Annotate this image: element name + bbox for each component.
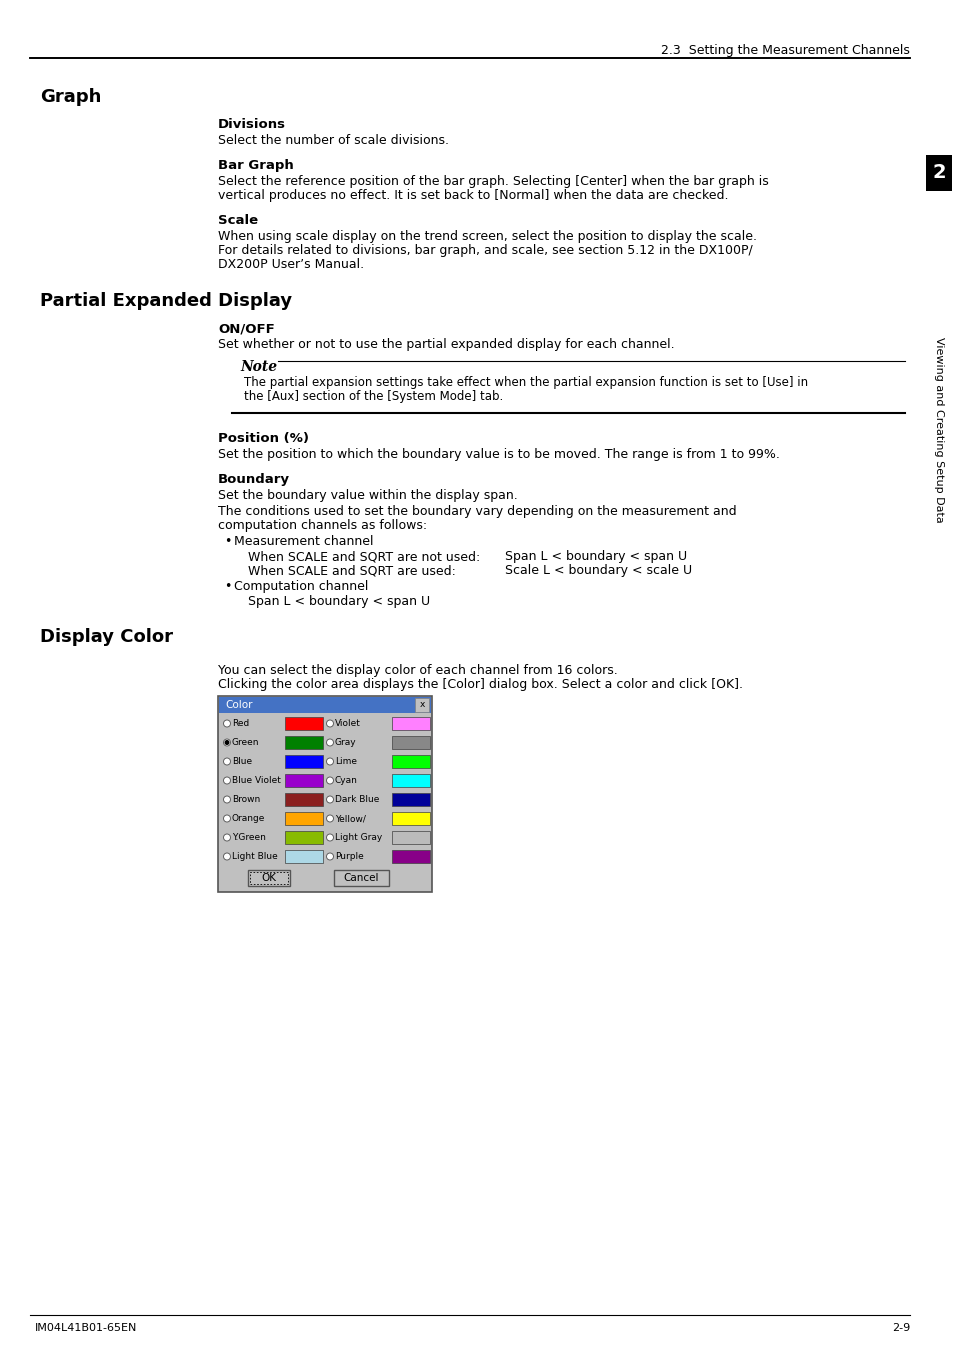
Text: Viewing and Creating Setup Data: Viewing and Creating Setup Data [933,338,943,522]
Circle shape [326,853,334,860]
FancyBboxPatch shape [285,755,323,768]
Text: Graph: Graph [40,88,101,107]
Circle shape [223,738,231,747]
FancyBboxPatch shape [285,792,323,806]
Text: Scale: Scale [218,215,258,227]
FancyBboxPatch shape [392,811,430,825]
FancyBboxPatch shape [285,774,323,787]
FancyBboxPatch shape [392,792,430,806]
Text: Bar Graph: Bar Graph [218,159,294,171]
Text: the [Aux] section of the [System Mode] tab.: the [Aux] section of the [System Mode] t… [244,390,503,404]
Text: OK: OK [261,873,276,883]
Text: 2: 2 [931,163,944,182]
Text: Clicking the color area displays the [Color] dialog box. Select a color and clic: Clicking the color area displays the [Co… [218,678,742,691]
FancyBboxPatch shape [285,832,323,844]
Text: vertical produces no effect. It is set back to [Normal] when the data are checke: vertical produces no effect. It is set b… [218,189,728,202]
Text: Light Gray: Light Gray [335,833,382,842]
FancyBboxPatch shape [392,832,430,844]
Text: Partial Expanded Display: Partial Expanded Display [40,292,292,311]
Text: Dark Blue: Dark Blue [335,795,379,805]
FancyBboxPatch shape [285,717,323,730]
Text: Set the boundary value within the display span.: Set the boundary value within the displa… [218,489,517,502]
Text: Span L < boundary < span U: Span L < boundary < span U [248,595,430,608]
Text: Red: Red [232,720,249,728]
Text: You can select the display color of each channel from 16 colors.: You can select the display color of each… [218,664,618,676]
Text: Green: Green [232,738,259,747]
Circle shape [326,778,334,784]
FancyBboxPatch shape [218,697,432,892]
Text: Cancel: Cancel [343,873,379,883]
Text: Scale L < boundary < scale U: Scale L < boundary < scale U [504,564,691,576]
Text: Note: Note [240,360,276,374]
FancyBboxPatch shape [248,869,290,886]
Text: Orange: Orange [232,814,265,824]
Text: When SCALE and SQRT are used:: When SCALE and SQRT are used: [248,564,456,576]
FancyBboxPatch shape [392,850,430,863]
Text: Y.Green: Y.Green [232,833,266,842]
FancyBboxPatch shape [219,697,431,713]
Text: 2-9: 2-9 [891,1323,909,1332]
Text: ON/OFF: ON/OFF [218,323,274,335]
Circle shape [223,720,231,728]
FancyBboxPatch shape [285,850,323,863]
Text: •: • [224,580,232,593]
Circle shape [326,815,334,822]
Text: Select the number of scale divisions.: Select the number of scale divisions. [218,134,449,147]
Circle shape [223,815,231,822]
Text: Yellow/: Yellow/ [335,814,366,824]
Text: x: x [419,701,424,709]
Text: Blue Violet: Blue Violet [232,776,280,784]
Circle shape [326,738,334,747]
Text: 2.3  Setting the Measurement Channels: 2.3 Setting the Measurement Channels [660,45,909,57]
Text: The conditions used to set the boundary vary depending on the measurement and: The conditions used to set the boundary … [218,505,736,518]
Text: When SCALE and SQRT are not used:: When SCALE and SQRT are not used: [248,549,479,563]
Text: Light Blue: Light Blue [232,852,277,861]
Text: Boundary: Boundary [218,472,290,486]
FancyBboxPatch shape [392,717,430,730]
Circle shape [326,796,334,803]
Text: Select the reference position of the bar graph. Selecting [Center] when the bar : Select the reference position of the bar… [218,176,768,188]
Circle shape [326,720,334,728]
Circle shape [225,741,229,744]
Text: Brown: Brown [232,795,260,805]
Text: Span L < boundary < span U: Span L < boundary < span U [504,549,686,563]
FancyBboxPatch shape [415,698,429,711]
Text: Violet: Violet [335,720,360,728]
Text: Purple: Purple [335,852,363,861]
Text: Position (%): Position (%) [218,432,309,446]
Text: When using scale display on the trend screen, select the position to display the: When using scale display on the trend sc… [218,230,757,243]
Text: Lime: Lime [335,757,356,765]
FancyBboxPatch shape [285,736,323,749]
Text: The partial expansion settings take effect when the partial expansion function i: The partial expansion settings take effe… [244,377,807,389]
Text: DX200P User’s Manual.: DX200P User’s Manual. [218,258,364,271]
Text: Gray: Gray [335,738,356,747]
Text: Set the position to which the boundary value is to be moved. The range is from 1: Set the position to which the boundary v… [218,448,779,460]
FancyBboxPatch shape [392,736,430,749]
FancyBboxPatch shape [285,811,323,825]
Circle shape [223,757,231,765]
Circle shape [223,853,231,860]
Circle shape [223,796,231,803]
Circle shape [326,834,334,841]
Text: Measurement channel: Measurement channel [233,535,374,548]
Text: For details related to divisions, bar graph, and scale, see section 5.12 in the : For details related to divisions, bar gr… [218,244,752,256]
Text: Divisions: Divisions [218,117,286,131]
Circle shape [326,757,334,765]
Circle shape [223,834,231,841]
Text: Computation channel: Computation channel [233,580,368,593]
Text: Cyan: Cyan [335,776,357,784]
Text: Display Color: Display Color [40,628,172,647]
Circle shape [223,778,231,784]
FancyBboxPatch shape [392,755,430,768]
Text: Color: Color [225,699,253,710]
FancyBboxPatch shape [334,869,389,886]
Text: IM04L41B01-65EN: IM04L41B01-65EN [35,1323,137,1332]
Text: computation channels as follows:: computation channels as follows: [218,518,427,532]
FancyBboxPatch shape [392,774,430,787]
Text: •: • [224,535,232,548]
Text: Blue: Blue [232,757,252,765]
Text: Set whether or not to use the partial expanded display for each channel.: Set whether or not to use the partial ex… [218,338,674,351]
FancyBboxPatch shape [925,155,951,190]
